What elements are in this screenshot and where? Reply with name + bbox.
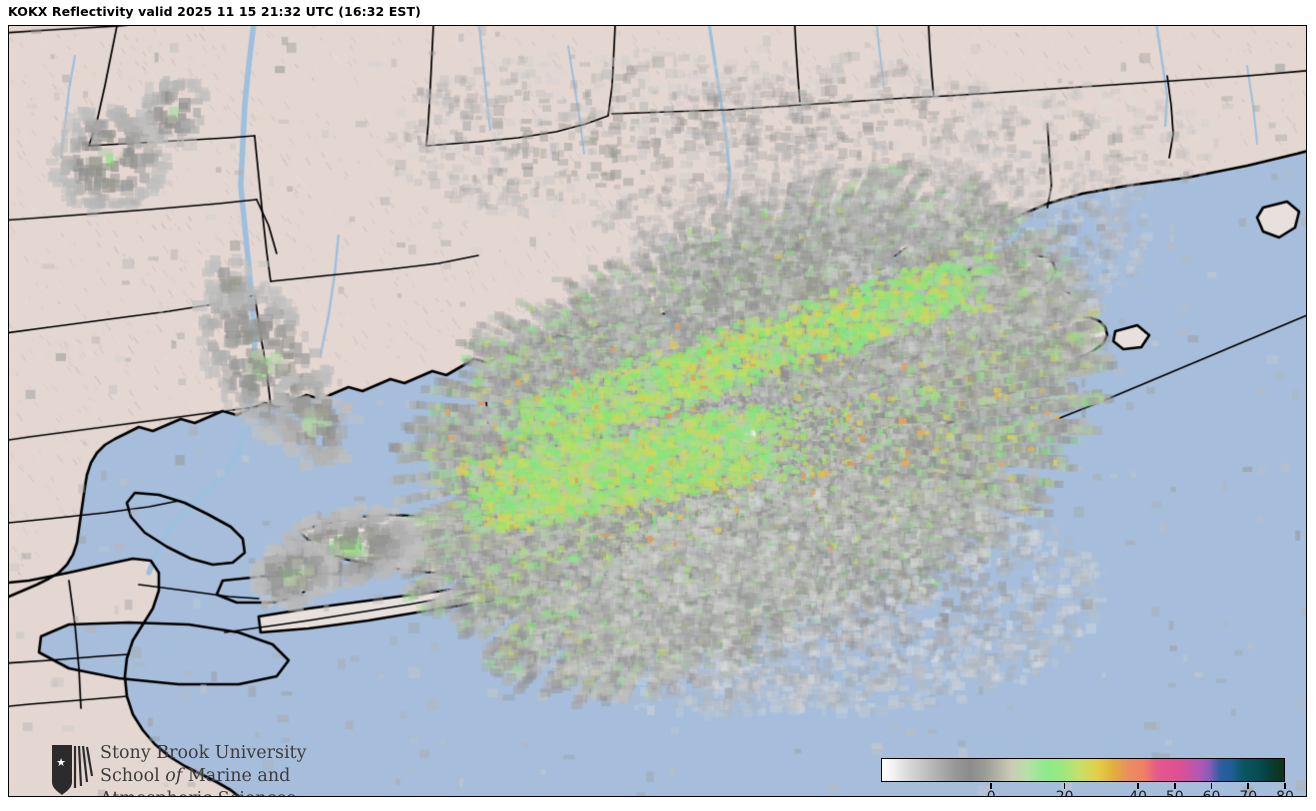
- page-title: KOKX Reflectivity valid 2025 11 15 21:32…: [8, 4, 421, 19]
- colorbar-legend: 0 20 40 50 60 70 80: [873, 752, 1294, 797]
- colorbar-tick: [990, 783, 992, 789]
- colorbar-tick-label: 60: [1202, 789, 1221, 797]
- colorbar-tick: [1284, 783, 1286, 789]
- colorbar-tick-label: 20: [1055, 789, 1074, 797]
- colorbar-tick: [1137, 783, 1139, 789]
- logo-line-1: Stony Brook University: [100, 743, 307, 763]
- colorbar-tick-label: 0: [986, 789, 996, 797]
- logo-line-2: School of Marine and: [100, 765, 315, 788]
- shield-icon: ★: [52, 745, 93, 795]
- colorbar-tick-label: 70: [1239, 789, 1258, 797]
- logo-wordmark: Stony Brook University School of Marine …: [100, 742, 315, 796]
- colorbar-tick: [1247, 783, 1250, 789]
- colorbar-tick: [1174, 783, 1176, 789]
- logo-line-3: Atmospheric Sciences: [100, 788, 315, 796]
- stony-brook-logo: ★ Stony Brook University School of Marin…: [51, 742, 311, 796]
- shield-star-glyph: ★: [56, 756, 66, 769]
- map-panel[interactable]: 0 20 40 50 60 70 80 ★ Stony Brook University S…: [8, 25, 1307, 797]
- radar-reflectivity-map[interactable]: [9, 26, 1306, 796]
- colorbar-gradient: [881, 758, 1285, 782]
- colorbar-tick: [1063, 783, 1066, 789]
- colorbar-tick-label: 50: [1165, 789, 1184, 797]
- colorbar-tick-label: 80: [1276, 789, 1294, 797]
- logo-line-2-a: School: [100, 766, 166, 786]
- logo-line-2-b: Marine and: [182, 766, 291, 786]
- colorbar-tick: [1210, 783, 1213, 789]
- logo-line-2-italic: of: [165, 766, 183, 786]
- colorbar-tick-label: 40: [1129, 789, 1147, 797]
